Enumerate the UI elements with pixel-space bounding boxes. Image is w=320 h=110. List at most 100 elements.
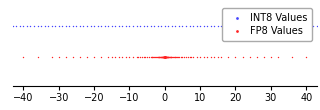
Point [311,26,316,27]
Point [208,56,213,58]
Point [162,56,167,58]
Point [161,56,166,58]
Point [152,56,157,58]
Point [162,56,167,58]
Point [162,56,167,58]
Point [164,56,169,58]
Point [247,56,252,58]
Point [56,26,61,27]
Point [163,56,168,58]
Point [60,26,65,27]
Point [163,56,168,58]
Point [153,56,158,58]
Point [31,26,36,27]
Point [304,56,309,58]
Point [194,56,199,58]
Point [304,26,309,27]
Point [127,56,132,58]
Point [84,26,90,27]
Point [162,56,167,58]
Point [109,56,114,58]
Point [92,56,97,58]
Point [173,26,178,27]
Point [168,56,173,58]
Point [215,26,220,27]
Point [53,26,58,27]
Point [162,56,167,58]
Point [162,56,167,58]
Point [272,26,277,27]
Point [161,56,166,58]
Point [102,26,107,27]
Point [236,26,242,27]
Point [163,56,168,58]
Point [261,56,266,58]
Point [160,56,165,58]
Point [120,56,125,58]
Point [187,26,192,27]
Point [160,56,165,58]
Point [138,26,143,27]
Point [318,56,320,58]
Point [163,56,168,58]
Point [77,56,83,58]
Point [275,56,280,58]
Point [17,26,22,27]
Point [162,56,167,58]
Point [163,56,168,58]
Point [173,56,178,58]
Point [162,56,167,58]
Point [165,56,170,58]
Point [136,56,141,58]
Point [162,56,167,58]
Point [161,56,166,58]
Point [307,26,312,27]
Point [156,56,161,58]
Point [247,26,252,27]
Point [146,56,151,58]
Point [163,56,168,58]
Point [197,26,203,27]
Point [163,56,168,58]
Point [162,56,167,58]
Point [261,26,266,27]
Point [162,56,167,58]
Point [148,56,153,58]
Point [265,26,270,27]
Point [162,26,167,27]
Point [157,56,163,58]
Point [258,26,263,27]
Point [314,26,319,27]
Point [163,56,168,58]
Point [162,56,167,58]
Point [138,56,143,58]
Point [156,56,162,58]
Point [162,56,167,58]
Point [116,56,121,58]
Point [160,56,165,58]
Point [162,56,167,58]
Point [169,26,174,27]
Point [162,56,167,58]
Point [116,26,121,27]
Point [162,56,167,58]
Point [254,56,259,58]
Point [165,56,171,58]
Point [165,56,170,58]
Point [162,56,167,58]
Point [164,56,170,58]
Point [163,56,168,58]
Point [160,56,165,58]
Point [168,56,173,58]
Point [153,56,158,58]
Point [167,56,172,58]
Point [159,56,164,58]
Point [162,56,167,58]
Point [28,26,33,27]
Point [226,26,231,27]
Point [70,26,76,27]
Point [244,26,249,27]
Point [145,26,150,27]
Point [164,56,169,58]
Point [163,56,168,58]
